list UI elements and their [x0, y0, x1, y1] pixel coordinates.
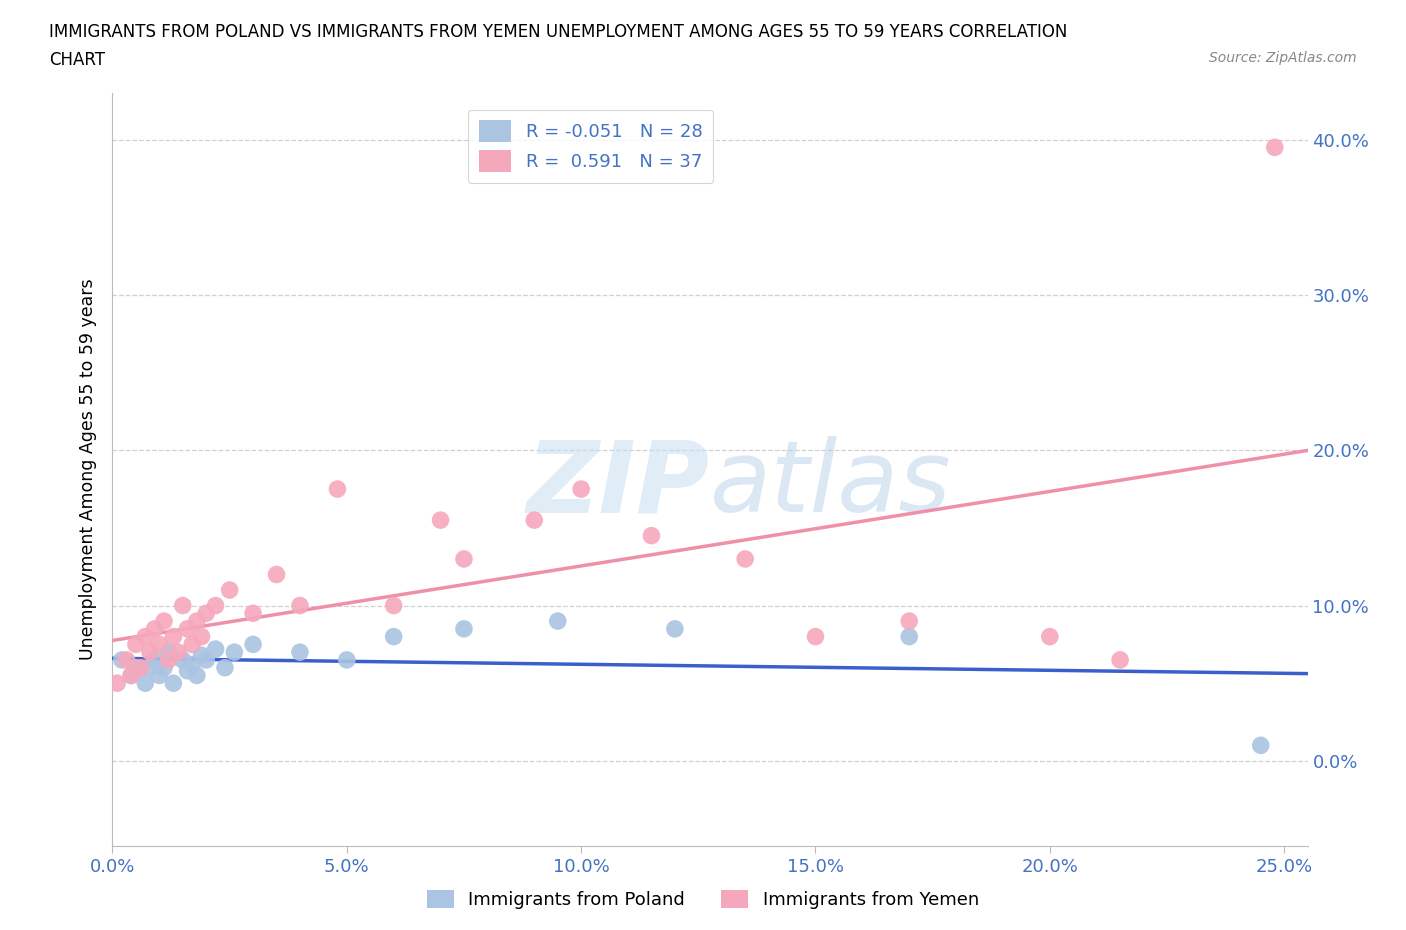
Point	[1109, 653, 1132, 668]
Point	[162, 676, 184, 691]
Point	[288, 598, 311, 613]
Point	[429, 512, 451, 527]
Point	[120, 668, 142, 683]
Point	[143, 621, 166, 636]
Point	[898, 614, 921, 629]
Point	[326, 482, 349, 497]
Point	[288, 644, 311, 659]
Point	[266, 567, 288, 582]
Point	[115, 653, 138, 668]
Point	[129, 660, 152, 675]
Point	[804, 630, 827, 644]
Point	[157, 644, 180, 659]
Point	[204, 598, 226, 613]
Y-axis label: Unemployment Among Ages 55 to 59 years: Unemployment Among Ages 55 to 59 years	[79, 279, 97, 660]
Point	[139, 644, 162, 659]
Point	[898, 630, 921, 644]
Point	[382, 598, 405, 613]
Point	[453, 621, 475, 636]
Point	[1264, 140, 1286, 154]
Point	[162, 630, 184, 644]
Point	[186, 668, 208, 683]
Point	[134, 630, 156, 644]
Point	[195, 653, 218, 668]
Point	[1250, 737, 1272, 752]
Point	[224, 644, 246, 659]
Text: atlas: atlas	[710, 436, 952, 533]
Point	[336, 653, 359, 668]
Point	[382, 630, 405, 644]
Point	[148, 668, 170, 683]
Point	[134, 676, 156, 691]
Point	[176, 621, 198, 636]
Point	[204, 642, 226, 657]
Point	[664, 621, 686, 636]
Point	[172, 598, 194, 613]
Point	[172, 653, 194, 668]
Point	[120, 668, 142, 683]
Point	[181, 637, 204, 652]
Point	[242, 637, 264, 652]
Text: ZIP: ZIP	[527, 436, 710, 533]
Point	[547, 614, 569, 629]
Point	[181, 658, 204, 672]
Text: Source: ZipAtlas.com: Source: ZipAtlas.com	[1209, 51, 1357, 65]
Point	[218, 582, 240, 597]
Point	[157, 653, 180, 668]
Point	[139, 660, 162, 675]
Point	[242, 605, 264, 620]
Point	[190, 648, 212, 663]
Legend: R = -0.051   N = 28, R =  0.591   N = 37: R = -0.051 N = 28, R = 0.591 N = 37	[468, 110, 713, 182]
Text: CHART: CHART	[49, 51, 105, 69]
Point	[167, 644, 190, 659]
Point	[125, 660, 148, 675]
Point	[640, 528, 662, 543]
Point	[105, 676, 128, 691]
Point	[453, 551, 475, 566]
Point	[734, 551, 756, 566]
Point	[125, 637, 148, 652]
Point	[195, 605, 218, 620]
Point	[186, 614, 208, 629]
Point	[523, 512, 546, 527]
Point	[214, 660, 236, 675]
Legend: Immigrants from Poland, Immigrants from Yemen: Immigrants from Poland, Immigrants from …	[420, 883, 986, 916]
Point	[176, 663, 198, 678]
Point	[111, 653, 134, 668]
Point	[143, 653, 166, 668]
Point	[1039, 630, 1062, 644]
Point	[153, 660, 176, 675]
Text: IMMIGRANTS FROM POLAND VS IMMIGRANTS FROM YEMEN UNEMPLOYMENT AMONG AGES 55 TO 59: IMMIGRANTS FROM POLAND VS IMMIGRANTS FRO…	[49, 23, 1067, 41]
Point	[153, 614, 176, 629]
Point	[190, 630, 212, 644]
Point	[148, 637, 170, 652]
Point	[569, 482, 592, 497]
